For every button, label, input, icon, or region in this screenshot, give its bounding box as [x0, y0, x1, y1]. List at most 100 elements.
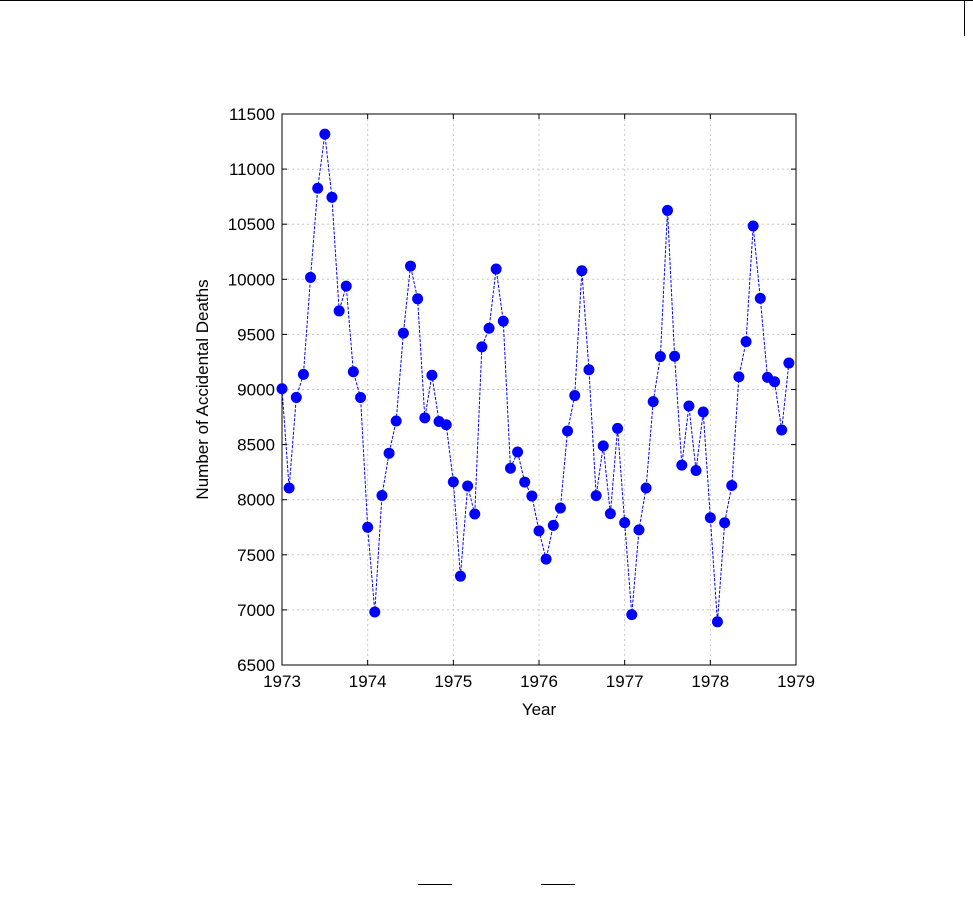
y-tick-label: 8500 [237, 436, 275, 455]
data-point [297, 368, 309, 380]
data-point [740, 336, 752, 348]
data-point [419, 412, 431, 424]
data-point [540, 553, 552, 565]
y-tick-label: 9000 [237, 381, 275, 400]
data-point [405, 260, 416, 272]
data-point [476, 341, 488, 353]
data-point [355, 392, 367, 404]
data-point [340, 280, 352, 292]
data-point [576, 265, 588, 277]
x-tick-label: 1976 [520, 672, 558, 691]
data-point [283, 482, 295, 494]
data-point [533, 525, 545, 537]
data-point [512, 446, 524, 458]
data-point [733, 371, 745, 383]
data-point [290, 391, 302, 403]
data-point [704, 512, 716, 524]
data-point [390, 415, 402, 427]
data-point [619, 517, 631, 529]
data-point [612, 422, 624, 434]
page-top-rule [0, 0, 973, 1]
y-tick-labels: 6500 7000 7500 8000 8500 9000 9500 10000 10500 11… [228, 105, 275, 675]
series-line [281, 134, 790, 622]
data-point [776, 424, 788, 436]
y-tick-label: 9500 [237, 325, 275, 344]
data-point [569, 390, 581, 402]
data-point [640, 482, 652, 494]
x-tick-labels: 1973 1974 1975 1976 1977 1978 1979 [263, 672, 815, 691]
y-tick-label: 11000 [229, 160, 275, 179]
data-point [490, 263, 502, 275]
data-point [719, 517, 731, 529]
data-point [676, 459, 688, 471]
y-tick-label: 6500 [237, 656, 275, 675]
data-point [554, 502, 566, 514]
data-point [497, 315, 509, 327]
data-point [504, 462, 516, 474]
data-point [383, 447, 395, 459]
data-point [633, 524, 645, 536]
grid-lines [282, 114, 796, 665]
data-point [305, 271, 317, 283]
x-tick-label: 1975 [434, 672, 472, 691]
data-point [326, 191, 338, 203]
data-point [697, 406, 709, 418]
data-point [597, 440, 609, 452]
x-axis-label: Year [522, 700, 557, 719]
data-point [462, 480, 474, 492]
data-point [412, 293, 424, 305]
data-point [747, 220, 759, 232]
y-tick-label: 7000 [237, 601, 275, 620]
x-tick-label: 1974 [349, 672, 387, 691]
data-point [347, 366, 359, 378]
data-point [711, 616, 723, 628]
data-point [783, 357, 795, 369]
page-corner-tick [964, 0, 965, 36]
data-point [683, 400, 695, 412]
data-point [276, 383, 288, 395]
data-point [583, 364, 595, 376]
series-layer [276, 128, 795, 628]
data-point [662, 204, 673, 216]
data-point [654, 351, 666, 363]
data-point [333, 305, 345, 317]
y-tick-label: 7500 [237, 546, 275, 565]
data-point [726, 479, 738, 491]
data-point [647, 396, 659, 408]
data-point [369, 606, 381, 618]
y-axis-label: Number of Accidental Deaths [193, 279, 212, 499]
data-point [769, 376, 781, 388]
data-point [669, 350, 681, 362]
data-point [604, 508, 616, 520]
data-point [426, 369, 438, 381]
y-tick-label: 10000 [228, 270, 275, 289]
data-point [454, 570, 466, 582]
equation-fraction-bar [418, 884, 452, 885]
data-point [562, 425, 574, 437]
x-tick-label: 1977 [606, 672, 644, 691]
y-tick-label: 10500 [228, 215, 275, 234]
data-point [626, 609, 638, 621]
data-point [690, 464, 702, 476]
data-point [483, 322, 495, 334]
x-tick-label: 1973 [263, 672, 301, 691]
data-point [397, 327, 409, 339]
data-point [447, 476, 459, 488]
data-point [376, 490, 388, 502]
x-tick-label: 1978 [691, 672, 729, 691]
data-point [547, 519, 559, 531]
equation-fraction-bar [541, 884, 575, 885]
data-point [526, 490, 538, 502]
data-point [590, 490, 602, 502]
y-tick-label: 11500 [229, 105, 275, 124]
data-point [312, 182, 324, 194]
data-point [519, 476, 531, 488]
x-tick-label: 1979 [777, 672, 815, 691]
data-point [319, 128, 331, 140]
data-point [754, 292, 766, 304]
data-point [440, 419, 452, 431]
y-tick-label: 8000 [237, 491, 275, 510]
axis-ticks [281, 113, 797, 666]
data-point [362, 521, 374, 533]
